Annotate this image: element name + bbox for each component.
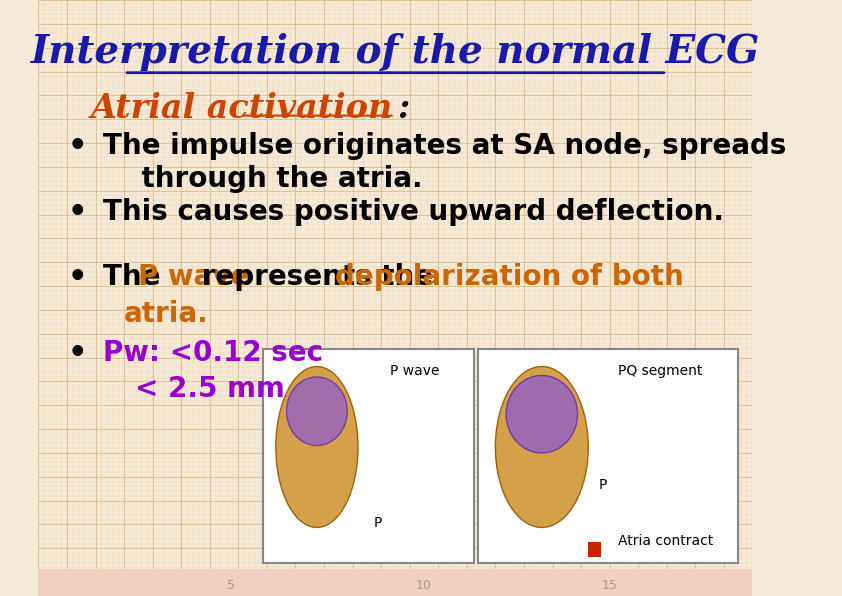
Text: depolarization of both: depolarization of both [335, 263, 684, 291]
Text: Interpretation of the normal ECG: Interpretation of the normal ECG [31, 33, 760, 71]
Text: :: : [397, 92, 410, 125]
Text: •: • [68, 263, 88, 293]
Text: •: • [68, 339, 88, 368]
Ellipse shape [276, 367, 358, 527]
Text: P: P [373, 517, 381, 530]
Bar [477, 349, 738, 563]
Ellipse shape [506, 375, 578, 453]
Text: < 2.5 mm: < 2.5 mm [135, 375, 285, 403]
Ellipse shape [495, 367, 589, 527]
Text: 10: 10 [416, 579, 432, 592]
Text: The: The [103, 263, 170, 291]
Text: •: • [68, 198, 88, 227]
Bar [264, 349, 474, 563]
Text: atria.: atria. [124, 300, 209, 328]
Text: Pw: <0.12 sec: Pw: <0.12 sec [103, 339, 322, 367]
Text: 15: 15 [602, 579, 617, 592]
Text: Atrial activation: Atrial activation [91, 92, 393, 125]
Text: •: • [68, 132, 88, 162]
Text: P wave: P wave [390, 364, 440, 377]
Text: The impulse originates at SA node, spreads
    through the atria.: The impulse originates at SA node, sprea… [103, 132, 786, 193]
Text: represents the: represents the [192, 263, 443, 291]
Text: PQ segment: PQ segment [618, 364, 702, 377]
Text: P wave: P wave [138, 263, 249, 291]
Text: Atria contract: Atria contract [617, 535, 713, 548]
Text: P: P [599, 478, 607, 492]
Ellipse shape [286, 377, 347, 446]
Bar [39, 569, 753, 596]
Bar [589, 542, 601, 557]
Text: This causes positive upward deflection.: This causes positive upward deflection. [103, 198, 723, 226]
Text: 5: 5 [227, 579, 235, 592]
